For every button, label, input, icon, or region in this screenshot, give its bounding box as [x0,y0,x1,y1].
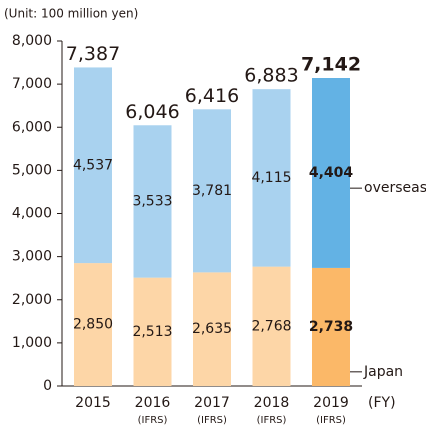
x-tick-label: 2019 [313,395,349,411]
bar-segment [133,277,172,386]
y-tick-label: 8,000 [12,33,52,49]
y-tick-label: 0 [43,378,52,394]
bar-segment [74,67,112,264]
bar-segment [74,263,112,386]
value-label: 4,404 [309,165,354,181]
y-tick-label: 5,000 [12,162,52,178]
value-label: 4,115 [251,170,291,186]
y-tick-label: 4,000 [12,206,52,222]
total-label: 6,883 [244,65,298,87]
value-label: 2,768 [251,318,291,334]
y-tick-label: 7,000 [12,76,52,92]
unit-label: (Unit: 100 million yen) [4,7,138,21]
value-label: 2,635 [192,321,232,337]
legend-label: Japan [363,364,403,380]
bar-segment [193,109,231,273]
bar-segment [312,267,350,386]
legend-label: overseas [364,180,426,196]
total-label: 6,416 [185,85,239,107]
total-label: 7,142 [301,54,361,76]
value-label: 4,537 [73,157,113,173]
bar-segment [193,272,231,386]
y-tick-label: 6,000 [12,119,52,135]
bar-segment [252,266,291,386]
value-label: 3,533 [132,193,172,209]
value-label: 2,513 [132,324,172,340]
x-tick-label: 2018 [254,395,290,411]
total-label: 6,046 [125,101,179,123]
x-tick-note: (IFRS) [257,415,287,426]
x-tick-note: (IFRS) [138,415,168,426]
bar-segment [133,125,172,278]
x-axis-label: (FY) [368,395,396,411]
x-tick-label: 2017 [194,395,230,411]
x-tick-label: 2016 [135,395,171,411]
x-tick-note: (IFRS) [197,415,227,426]
bar-segment [312,78,350,268]
y-tick-label: 3,000 [12,249,52,265]
value-label: 2,738 [309,319,353,335]
value-label: 3,781 [192,183,232,199]
bar-segment [252,89,291,267]
value-label: 2,850 [73,317,113,333]
x-tick-label: 2015 [75,395,111,411]
total-label: 7,387 [66,43,120,65]
y-tick-label: 2,000 [12,292,52,308]
x-tick-note: (IFRS) [316,415,346,426]
y-tick-label: 1,000 [12,335,52,351]
